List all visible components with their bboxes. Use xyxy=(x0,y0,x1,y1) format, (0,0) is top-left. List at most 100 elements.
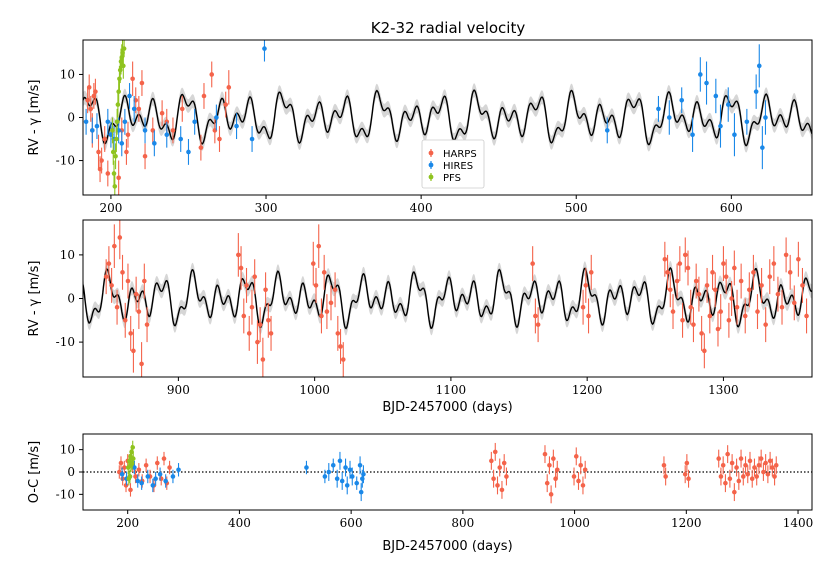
data-point-pfs xyxy=(110,139,116,165)
data-point-harps xyxy=(321,254,327,290)
data-marker xyxy=(268,331,274,336)
data-point-harps xyxy=(123,478,129,493)
data-marker xyxy=(103,274,109,279)
data-marker xyxy=(751,270,756,275)
data-point-harps xyxy=(773,456,779,475)
data-point-harps xyxy=(783,237,789,273)
data-point-harps xyxy=(691,307,696,343)
y-tick-label: -10 xyxy=(56,487,75,501)
data-marker xyxy=(729,460,735,466)
data-marker xyxy=(133,291,139,297)
data-marker xyxy=(663,474,668,479)
data-point-harps xyxy=(787,254,793,290)
data-point-hires xyxy=(760,126,765,170)
data-point-harps xyxy=(499,480,505,499)
data-marker xyxy=(754,474,759,479)
data-point-harps xyxy=(747,451,753,470)
data-point-harps xyxy=(571,467,577,486)
data-point-harps xyxy=(745,465,751,484)
data-point-harps xyxy=(238,246,244,290)
data-point-harps xyxy=(747,272,752,308)
data-point-hires xyxy=(150,478,156,493)
data-point-hires xyxy=(192,108,197,135)
legend-box xyxy=(421,139,485,189)
data-point-harps xyxy=(576,472,581,490)
data-point-harps xyxy=(102,126,108,152)
data-marker xyxy=(535,322,541,327)
data-marker xyxy=(770,465,775,470)
data-point-harps xyxy=(578,456,584,475)
data-marker xyxy=(313,283,319,288)
data-marker xyxy=(756,63,762,69)
data-marker xyxy=(136,309,142,314)
data-marker xyxy=(105,171,111,176)
data-point-hires xyxy=(153,472,158,486)
data-point-harps xyxy=(124,139,129,165)
data-marker xyxy=(674,278,680,284)
data-point-harps xyxy=(738,263,744,299)
data-point-hires xyxy=(357,456,363,475)
data-marker xyxy=(783,252,789,258)
data-point-harps xyxy=(763,454,768,472)
data-marker xyxy=(665,270,670,275)
data-marker xyxy=(198,145,204,150)
data-marker xyxy=(246,331,252,336)
data-point-harps xyxy=(662,241,668,277)
data-marker xyxy=(334,476,340,482)
data-point-hires xyxy=(679,87,685,114)
data-marker xyxy=(677,261,683,266)
data-point-hires xyxy=(304,460,309,475)
data-point-hires xyxy=(667,100,672,135)
data-marker xyxy=(576,478,581,484)
model-curve xyxy=(83,89,812,147)
data-point-harps xyxy=(720,456,726,475)
data-point-hires xyxy=(122,108,128,135)
data-marker xyxy=(354,480,360,486)
data-point-harps xyxy=(674,263,680,299)
data-point-hires xyxy=(105,108,111,135)
data-marker xyxy=(263,287,268,293)
data-point-harps xyxy=(99,147,104,174)
data-marker xyxy=(332,287,338,293)
data-point-harps xyxy=(133,276,139,312)
x-tick-label: 400 xyxy=(228,516,251,530)
data-marker xyxy=(142,278,147,284)
data-marker xyxy=(136,467,142,473)
data-marker xyxy=(738,456,744,461)
data-point-harps xyxy=(338,329,343,364)
data-point-hires xyxy=(214,104,219,131)
data-point-harps xyxy=(755,294,760,330)
data-point-pfs xyxy=(121,52,126,79)
data-marker xyxy=(131,106,137,112)
data-marker xyxy=(533,313,538,319)
data-marker xyxy=(796,256,801,262)
data-point-harps xyxy=(751,254,756,290)
data-point-harps xyxy=(136,95,142,122)
data-marker xyxy=(501,460,507,466)
data-point-harps xyxy=(142,143,148,170)
x-axis-label: BJD-2457000 (days) xyxy=(382,400,512,415)
series-pfs xyxy=(125,440,136,486)
x-tick-label: 500 xyxy=(565,201,588,215)
x-tick-label: 1200 xyxy=(671,516,702,530)
y-tick-label: 0 xyxy=(67,292,75,306)
data-marker xyxy=(547,462,552,468)
data-marker xyxy=(740,474,746,479)
data-point-harps xyxy=(328,285,334,321)
data-marker xyxy=(262,46,267,51)
data-marker xyxy=(128,487,133,493)
plot-content xyxy=(83,440,812,504)
data-marker xyxy=(124,149,129,155)
data-point-harps xyxy=(198,134,204,161)
data-marker xyxy=(704,80,709,86)
data-point-harps xyxy=(324,294,330,330)
data-marker xyxy=(119,471,125,477)
data-marker xyxy=(106,261,112,266)
data-marker xyxy=(163,478,168,484)
data-point-harps xyxy=(588,254,594,290)
data-marker xyxy=(760,145,765,150)
data-marker xyxy=(214,115,219,120)
data-point-harps xyxy=(726,302,732,338)
legend-hires-dot xyxy=(428,162,434,168)
data-point-harps xyxy=(116,160,121,195)
